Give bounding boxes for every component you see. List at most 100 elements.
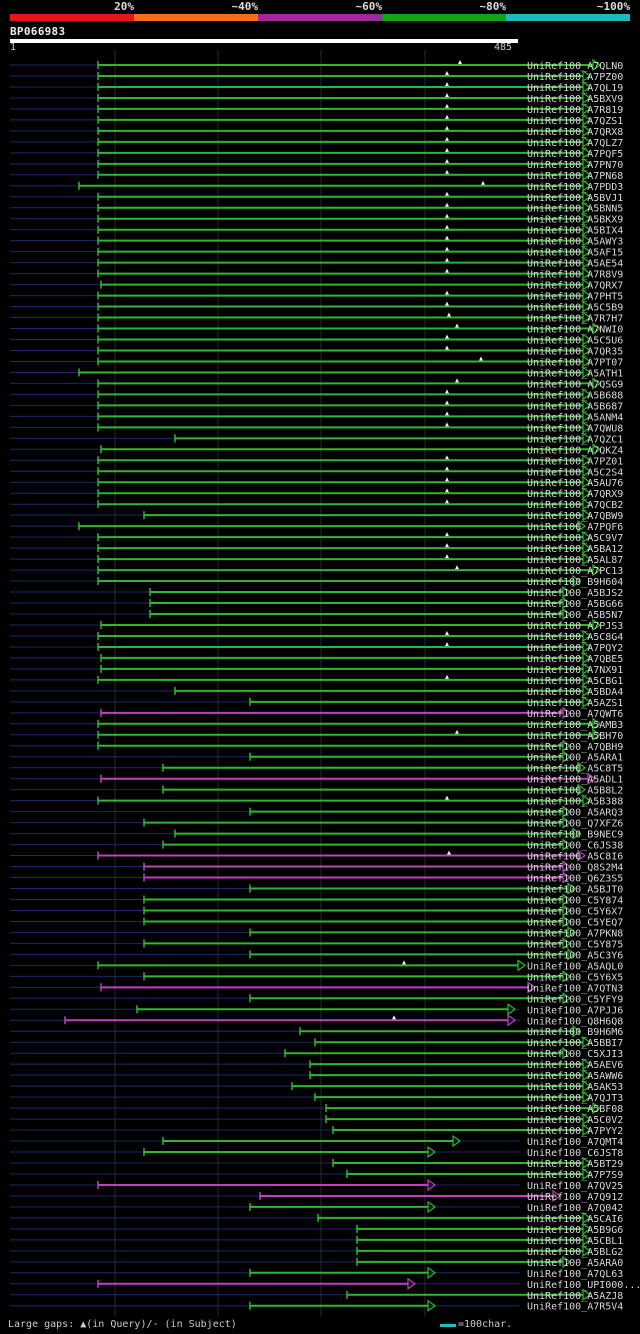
hit-row[interactable]: UniRef100_UPI000...: [10, 1277, 640, 1291]
hit-name[interactable]: UniRef100_B9NEC9: [527, 830, 623, 841]
hit-row[interactable]: UniRef100_C6JST8: [10, 1145, 623, 1159]
hit-row[interactable]: UniRef100_A7PZ00: [10, 69, 623, 83]
hit-row[interactable]: UniRef100_A5C5U6: [10, 333, 623, 347]
hit-name[interactable]: UniRef100_A7R8V9: [527, 270, 623, 281]
hit-name[interactable]: UniRef100_A7QLN0: [527, 61, 623, 72]
hit-row[interactable]: UniRef100_A7QBH9: [10, 739, 623, 753]
hit-row[interactable]: UniRef100_A5BVJ1: [10, 190, 623, 204]
hit-name[interactable]: UniRef100_A5B9G6: [527, 1225, 623, 1236]
hit-name[interactable]: UniRef100_A7PJJ6: [527, 1005, 623, 1016]
hit-name[interactable]: UniRef100_A7NX91: [527, 665, 623, 676]
hit-name[interactable]: UniRef100_A7QCB2: [527, 500, 623, 511]
hit-name[interactable]: UniRef100_A7PT07: [527, 357, 623, 368]
hit-name[interactable]: UniRef100_A7QMT4: [527, 1137, 623, 1148]
hit-row[interactable]: UniRef100_A7QLN0: [10, 58, 623, 72]
hit-row[interactable]: UniRef100_A5BJT0: [10, 882, 623, 896]
hit-name[interactable]: UniRef100_A7QWT6: [527, 709, 623, 720]
hit-row[interactable]: UniRef100_A5ADL1: [10, 772, 623, 786]
hit-name[interactable]: UniRef100_A5ARA0: [527, 1258, 623, 1269]
hit-name[interactable]: UniRef100_A5AEV6: [527, 1060, 623, 1071]
hit-row[interactable]: UniRef100_A7PQF6: [10, 519, 623, 533]
hit-name[interactable]: UniRef100_A7QBE5: [527, 654, 623, 665]
hit-name[interactable]: UniRef100_A5B5N7: [527, 610, 623, 621]
hit-name[interactable]: UniRef100_C6JST8: [527, 1148, 623, 1159]
hit-row[interactable]: UniRef100_A5AL87: [10, 552, 623, 566]
hit-row[interactable]: UniRef100_A7QL19: [10, 80, 623, 94]
hit-name[interactable]: UniRef100_A7QRX7: [527, 281, 623, 292]
hit-row[interactable]: UniRef100_A7P7S9: [10, 1167, 623, 1181]
hit-name[interactable]: UniRef100_A5BDA4: [527, 687, 623, 698]
hit-row[interactable]: UniRef100_A5BG66: [10, 596, 623, 610]
hit-row[interactable]: UniRef100_A7QWT6: [10, 706, 623, 720]
hit-row[interactable]: UniRef100_A5ANM4: [10, 410, 623, 423]
hit-name[interactable]: UniRef100_A5CAI6: [527, 1214, 623, 1225]
hit-row[interactable]: UniRef100_A5C8T5: [10, 761, 623, 775]
hit-row[interactable]: UniRef100_C5Y6X7: [10, 904, 623, 917]
hit-name[interactable]: UniRef100_A7QWU8: [527, 423, 623, 434]
hit-name[interactable]: UniRef100_A5BIX4: [527, 226, 623, 237]
hit-name[interactable]: UniRef100_A7R7H7: [527, 314, 623, 325]
hit-row[interactable]: UniRef100_B9NEC9: [10, 827, 623, 841]
hit-row[interactable]: UniRef100_A7QZS1: [10, 113, 623, 127]
hit-name[interactable]: UniRef100_A7QZS1: [527, 116, 623, 127]
hit-row[interactable]: UniRef100_A7Q912: [10, 1189, 623, 1203]
hit-row[interactable]: UniRef100_A7QLZ7: [10, 135, 623, 149]
hit-name[interactable]: UniRef100_A5AK53: [527, 1082, 623, 1093]
hit-row[interactable]: UniRef100_A5C0V2: [10, 1112, 623, 1126]
hit-name[interactable]: UniRef100_A5AF15: [527, 248, 623, 259]
hit-name[interactable]: UniRef100_A5AWW6: [527, 1071, 623, 1082]
hit-row[interactable]: UniRef100_A5BIX4: [10, 223, 623, 237]
hit-name[interactable]: UniRef100_A7PZ00: [527, 72, 623, 83]
hit-name[interactable]: UniRef100_A5AE54: [527, 259, 623, 270]
hit-name[interactable]: UniRef100_A7QZC1: [527, 434, 623, 445]
hit-name[interactable]: UniRef100_A5BG66: [527, 599, 623, 610]
hit-name[interactable]: UniRef100_Q6Z3S5: [527, 874, 623, 885]
hit-row[interactable]: UniRef100_A7R5V4: [10, 1299, 623, 1313]
hit-row[interactable]: UniRef100_A5C3Y6: [10, 948, 623, 961]
hit-name[interactable]: UniRef100_A7PHT5: [527, 292, 623, 303]
hit-row[interactable]: UniRef100_A7QBE5: [10, 651, 623, 665]
hit-row[interactable]: UniRef100_B9H6M6: [10, 1025, 623, 1038]
hit-row[interactable]: UniRef100_A5CAI6: [10, 1211, 623, 1225]
hit-name[interactable]: UniRef100_A5AL87: [527, 555, 623, 566]
hit-row[interactable]: UniRef100_C5Y6X5: [10, 970, 623, 983]
hit-row[interactable]: UniRef100_A5BKX9: [10, 212, 623, 226]
hit-row[interactable]: UniRef100_A5C8G4: [10, 629, 623, 643]
hit-row[interactable]: UniRef100_Q7XFZ6: [10, 816, 623, 830]
hit-name[interactable]: UniRef100_C5XJI3: [527, 1049, 623, 1060]
hit-name[interactable]: UniRef100_A7Q912: [527, 1192, 623, 1203]
hit-name[interactable]: UniRef100_C5YEQ7: [527, 917, 623, 928]
hit-name[interactable]: UniRef100_A7QKZ4: [527, 445, 623, 456]
hit-row[interactable]: UniRef100_A5AE54: [10, 256, 623, 270]
hit-name[interactable]: UniRef100_A7PN68: [527, 171, 623, 182]
hit-row[interactable]: UniRef100_A5C8I6: [10, 849, 623, 863]
hit-name[interactable]: UniRef100_A7PQY2: [527, 643, 623, 654]
hit-row[interactable]: UniRef100_A5AEV6: [10, 1058, 623, 1071]
hit-name[interactable]: UniRef100_A7QSG9: [527, 379, 623, 390]
hit-name[interactable]: UniRef100_C5Y6X7: [527, 906, 623, 917]
hit-row[interactable]: UniRef100_A7QMT4: [10, 1134, 623, 1148]
hit-row[interactable]: UniRef100_A5BA12: [10, 541, 623, 555]
hit-row[interactable]: UniRef100_A7QV25: [10, 1178, 623, 1192]
hit-name[interactable]: UniRef100_C5Y875: [527, 939, 623, 950]
hit-row[interactable]: UniRef100_A7QZC1: [10, 432, 623, 445]
hit-row[interactable]: UniRef100_A7PDD3: [10, 179, 623, 193]
hit-name[interactable]: UniRef100_C5Y6X5: [527, 972, 623, 983]
hit-name[interactable]: UniRef100_A5ANM4: [527, 412, 623, 423]
hit-name[interactable]: UniRef100_A7QLZ7: [527, 138, 623, 149]
hit-name[interactable]: UniRef100_A7PYY2: [527, 1126, 623, 1137]
hit-name[interactable]: UniRef100_A5BXV9: [527, 94, 623, 105]
hit-name[interactable]: UniRef100_A5C8T5: [527, 764, 623, 775]
hit-row[interactable]: UniRef100_C5Y874: [10, 893, 623, 906]
hit-name[interactable]: UniRef100_A5AZJ8: [527, 1291, 623, 1302]
hit-row[interactable]: UniRef100_A7NX91: [10, 662, 623, 676]
hit-name[interactable]: UniRef100_A5C0V2: [527, 1115, 623, 1126]
hit-row[interactable]: UniRef100_A7QRX8: [10, 124, 623, 138]
hit-row[interactable]: UniRef100_A5ATH1: [10, 366, 623, 379]
hit-row[interactable]: UniRef100_A5AWY3: [10, 234, 623, 248]
hit-name[interactable]: UniRef100_A7QL19: [527, 83, 623, 94]
hit-row[interactable]: UniRef100_Q8S2M4: [10, 860, 623, 874]
hit-name[interactable]: UniRef100_A7QBW9: [527, 511, 623, 522]
hit-name[interactable]: UniRef100_A5BVJ1: [527, 193, 623, 204]
hit-row[interactable]: UniRef100_A5AWW6: [10, 1068, 623, 1082]
